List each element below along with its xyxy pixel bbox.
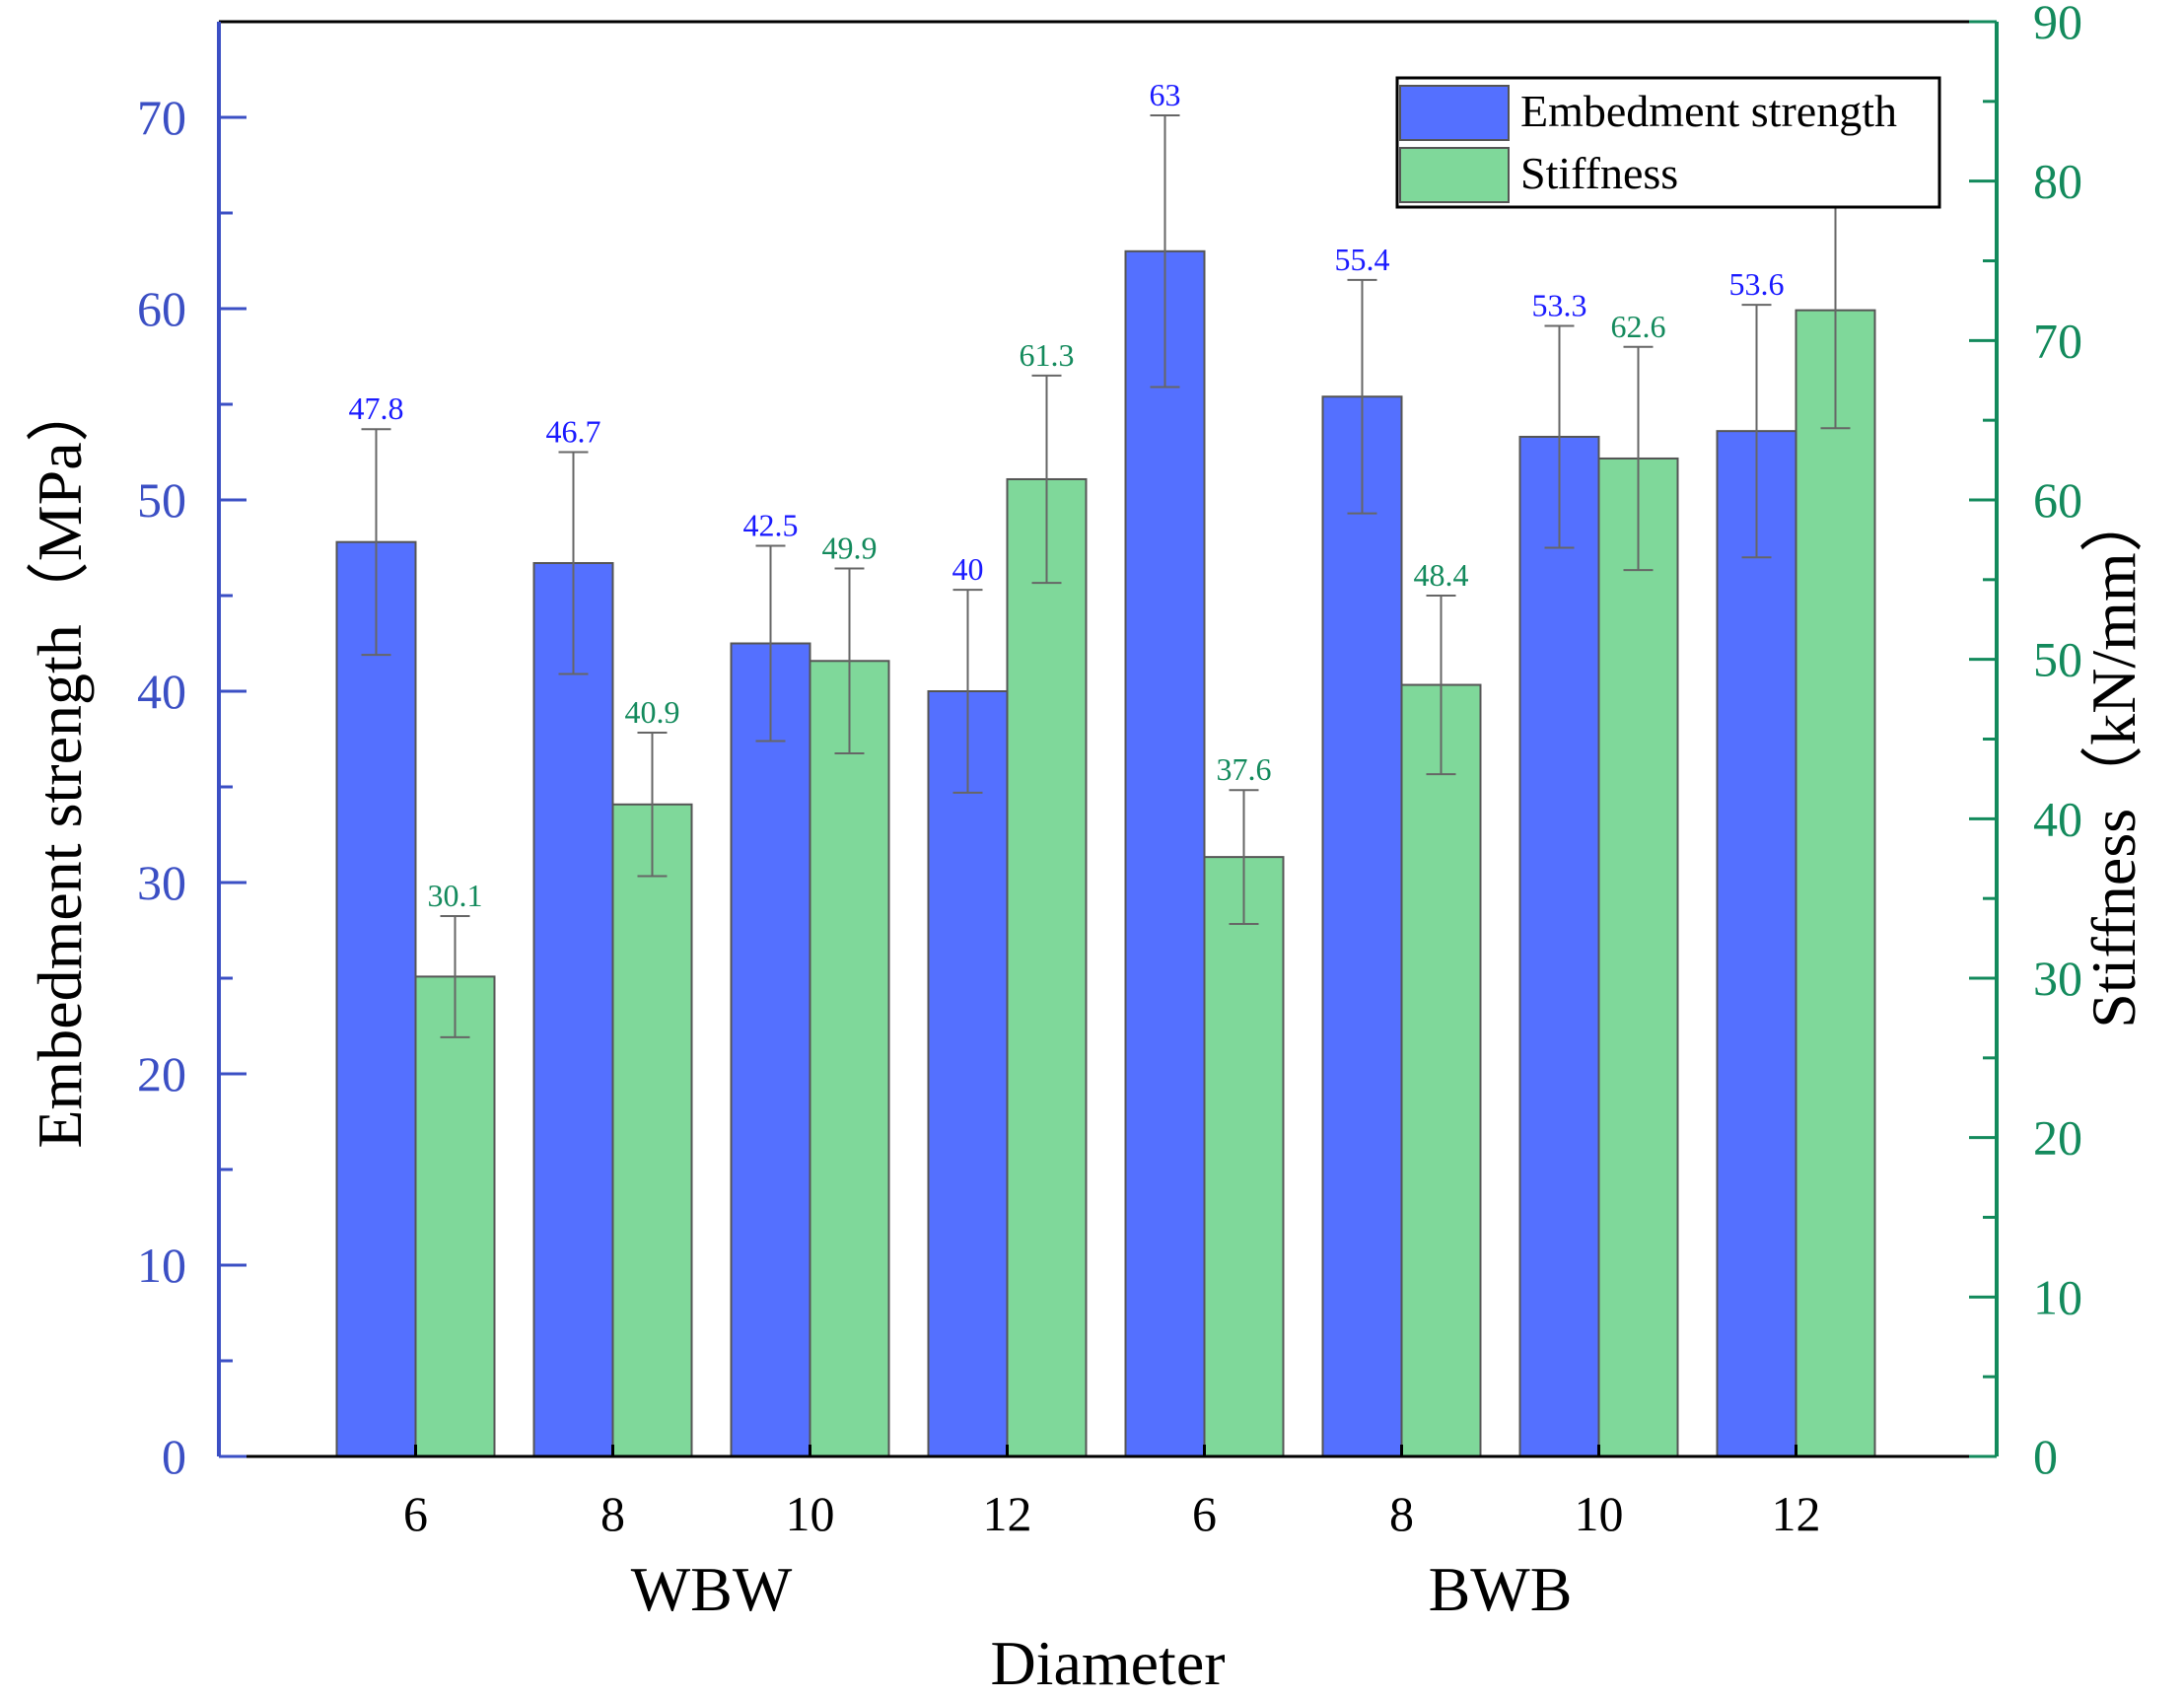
bar-embedment-strength: [1124, 249, 1206, 1457]
error-bar-embedment-strength: [1150, 114, 1180, 389]
bar-stiffness: [1597, 457, 1679, 1457]
y-right-tick-label: 90: [2033, 0, 2082, 49]
group-label: BWB: [1429, 1554, 1573, 1624]
error-bar-embedment-strength: [755, 544, 786, 743]
bar-embedment-strength: [730, 642, 811, 1457]
y-left-tick-label: 50: [137, 472, 186, 528]
data-label-embedment-strength: 47.8: [349, 390, 404, 426]
data-label-stiffness: 37.6: [1217, 751, 1272, 787]
x-tick-label: 12: [983, 1486, 1032, 1541]
y-left-tick-label: 10: [137, 1238, 186, 1293]
error-bar-embedment-strength: [1347, 278, 1377, 515]
y-right-tick-label: 10: [2033, 1269, 2082, 1324]
bar-stiffness: [611, 803, 693, 1457]
error-bar-embedment-strength: [361, 428, 391, 657]
error-bar-stiffness: [834, 567, 865, 755]
bars-layer: [335, 249, 1876, 1458]
y-right-tick-label: 0: [2033, 1429, 2058, 1484]
bar-embedment-strength: [1321, 395, 1403, 1457]
data-label-stiffness: 62.6: [1611, 309, 1666, 344]
error-bar-stiffness: [1426, 595, 1456, 776]
y-left-tick-label: 60: [137, 281, 186, 336]
x-tick-label: 10: [786, 1486, 835, 1541]
error-bars-layer: [361, 114, 1851, 1038]
data-label-stiffness: 40.9: [625, 694, 680, 730]
y-right-tick-label: 60: [2033, 472, 2082, 528]
data-labels-layer: 47.8 30.1 46.7 40.9 42.5 49.9 40 61.3 63 37.6 55.4…: [349, 77, 1864, 913]
data-label-embedment-strength: 42.5: [743, 508, 799, 543]
error-bar-embedment-strength: [558, 451, 589, 675]
y-right-tick-label: 20: [2033, 1110, 2082, 1166]
bar-embedment-strength: [532, 562, 614, 1457]
y-axis-left-title: Embedment strength（MPa）: [25, 379, 95, 1148]
data-label-stiffness: 49.9: [822, 531, 878, 566]
y-right-tick-label: 80: [2033, 154, 2082, 209]
error-bar-stiffness: [440, 914, 470, 1038]
legend: Embedment strength Stiffness: [1395, 76, 1941, 209]
data-label-stiffness: 48.4: [1414, 557, 1469, 593]
bar-stiffness: [1795, 309, 1876, 1457]
error-bar-stiffness: [1623, 345, 1654, 572]
y-right-tick-label: 30: [2033, 951, 2082, 1006]
bar-stiffness: [1203, 856, 1285, 1457]
bar-embedment-strength: [1518, 435, 1600, 1458]
x-tick-label: 8: [600, 1486, 625, 1541]
error-bar-stiffness: [637, 732, 668, 878]
y-right-tick-label: 40: [2033, 791, 2082, 846]
y-left-tick-label: 30: [137, 855, 186, 910]
bar-embedment-strength: [927, 690, 1009, 1457]
data-label-embedment-strength: 63: [1150, 77, 1181, 112]
y-right-tick-label: 70: [2033, 313, 2082, 368]
legend-label-stiffness: Stiffness: [1520, 148, 1678, 198]
x-tick-label: 6: [403, 1486, 428, 1541]
x-tick-label: 6: [1192, 1486, 1217, 1541]
data-label-embedment-strength: 46.7: [546, 414, 601, 450]
legend-swatch-embedment-strength: [1399, 85, 1510, 141]
group-label: WBW: [631, 1554, 793, 1624]
y-left-tick-label: 40: [137, 664, 186, 719]
data-label-embedment-strength: 40: [952, 551, 984, 587]
data-label-embedment-strength: 55.4: [1335, 242, 1390, 277]
legend-label-embedment-strength: Embedment strength: [1520, 86, 1897, 136]
bar-stiffness: [1400, 683, 1482, 1457]
x-tick-label: 8: [1389, 1486, 1414, 1541]
legend-swatch-stiffness: [1399, 147, 1510, 203]
error-bar-embedment-strength: [952, 589, 983, 794]
bar-stiffness: [414, 975, 496, 1458]
x-axis-title: Diameter: [990, 1628, 1225, 1698]
data-label-stiffness: 61.3: [1020, 337, 1075, 373]
data-label-embedment-strength: 53.3: [1532, 287, 1587, 322]
y-axis-right-title: Stiffness（kN/mm）: [2078, 489, 2149, 1027]
axes-layer: 6 8 10 12 WBW 6 8 10 12 BWB Diameter 0 10 20 30 40 50 60 7…: [25, 0, 2149, 1698]
y-right-tick-label: 50: [2033, 632, 2082, 687]
data-label-embedment-strength: 53.6: [1729, 266, 1785, 302]
bar-embedment-strength: [1716, 430, 1797, 1457]
y-left-tick-label: 0: [162, 1429, 186, 1484]
bar-stiffness: [1006, 477, 1088, 1457]
y-left-tick-label: 70: [137, 90, 186, 145]
x-tick-label: 12: [1772, 1486, 1821, 1541]
x-tick-label: 10: [1575, 1486, 1624, 1541]
error-bar-stiffness: [1031, 374, 1062, 585]
error-bar-stiffness: [1229, 789, 1259, 926]
data-label-stiffness: 30.1: [428, 878, 483, 913]
y-left-tick-label: 20: [137, 1046, 186, 1101]
error-bar-embedment-strength: [1544, 324, 1575, 549]
bar-embedment-strength: [335, 540, 417, 1457]
error-bar-embedment-strength: [1741, 304, 1772, 559]
bar-stiffness: [809, 660, 890, 1457]
